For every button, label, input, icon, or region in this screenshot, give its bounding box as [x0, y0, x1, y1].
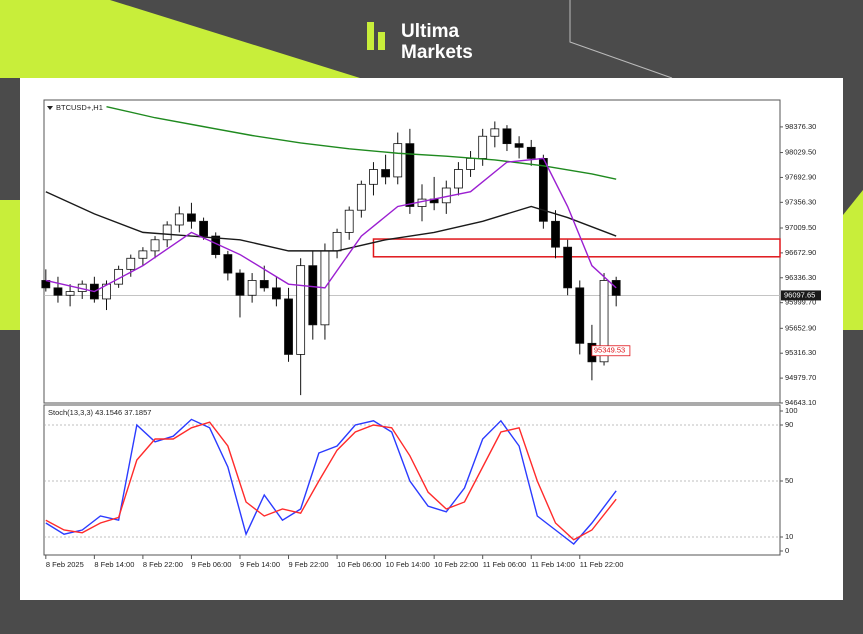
moving-average — [45, 191, 617, 252]
y-tick-label: 95652.90 — [785, 323, 816, 332]
candle-body — [247, 280, 257, 296]
logo-mark — [378, 32, 385, 50]
x-tick-label: 11 Feb 22:00 — [580, 560, 624, 569]
stoch-line — [45, 418, 617, 545]
candle-body — [405, 143, 415, 207]
candle-body — [466, 158, 475, 170]
candle-body — [599, 280, 609, 363]
brand-name: Markets — [401, 42, 473, 63]
candle-body — [259, 280, 269, 289]
stoch-line — [45, 421, 617, 541]
candle-body — [102, 283, 111, 300]
candle-body — [223, 254, 233, 274]
candle-body — [454, 169, 463, 189]
candle-body — [284, 298, 293, 355]
candle-body — [271, 287, 281, 300]
candle-body — [393, 143, 403, 178]
moving-average — [45, 157, 617, 293]
y-tick-label: 90 — [785, 420, 793, 429]
current-price-label: 96097.65 — [784, 290, 815, 299]
stoch-panel — [43, 404, 781, 556]
background-shape — [0, 0, 360, 78]
candle-body — [162, 224, 172, 241]
candle-body — [187, 213, 196, 222]
candle-body — [344, 209, 354, 233]
background-shape — [0, 200, 20, 330]
candle-body — [514, 143, 524, 148]
candle-body — [174, 213, 184, 226]
y-tick-label: 97009.50 — [785, 223, 816, 232]
candle-body — [575, 287, 585, 344]
background-line — [569, 0, 673, 79]
x-tick-label: 8 Feb 2025 — [46, 560, 84, 569]
y-tick-label: 94979.70 — [785, 373, 816, 382]
logo-mark — [367, 22, 374, 50]
y-tick-label: 10 — [785, 532, 793, 541]
background-shape — [843, 190, 863, 330]
low-label-box — [591, 345, 631, 357]
y-tick-label: 96336.30 — [785, 273, 816, 282]
x-tick-label: 8 Feb 14:00 — [94, 560, 134, 569]
candle-body — [53, 287, 63, 296]
menu-arrow — [47, 106, 53, 110]
brand-name: Ultima — [401, 21, 460, 42]
x-tick-label: 9 Feb 22:00 — [289, 560, 329, 569]
y-tick-label: 100 — [785, 406, 798, 415]
candle-body — [332, 231, 342, 252]
indicator-title: Stoch(13,3,3) 43.1546 37.1857 — [48, 408, 151, 417]
chart-title: BTCUSD+,H1 — [56, 103, 103, 112]
candle-body — [526, 146, 536, 159]
candle-body — [65, 291, 75, 296]
x-tick-label: 8 Feb 22:00 — [143, 560, 183, 569]
y-tick-label: 97692.90 — [785, 172, 816, 181]
candle-body — [538, 158, 548, 222]
x-tick-label: 10 Feb 06:00 — [337, 560, 381, 569]
low-label: 95349.53 — [594, 346, 625, 355]
candle-body — [381, 169, 391, 178]
y-tick-label: 96672.90 — [785, 248, 816, 257]
y-tick-label: 98029.50 — [785, 148, 816, 157]
y-tick-label: 0 — [785, 546, 789, 555]
candle-body — [563, 246, 573, 289]
candle-body — [199, 220, 208, 237]
candle-body — [478, 135, 488, 159]
y-tick-label: 50 — [785, 476, 793, 485]
candle-body — [490, 128, 500, 137]
x-tick-label: 10 Feb 22:00 — [434, 560, 478, 569]
candle-body — [296, 265, 306, 355]
x-tick-label: 11 Feb 06:00 — [483, 560, 527, 569]
y-tick-label: 98376.30 — [785, 122, 816, 131]
candle-body — [150, 239, 160, 252]
moving-average — [106, 105, 617, 180]
x-tick-label: 11 Feb 14:00 — [531, 560, 575, 569]
candle-body — [356, 183, 366, 211]
candle-body — [235, 272, 245, 296]
y-tick-label: 95316.30 — [785, 348, 816, 357]
candle-body — [126, 257, 136, 270]
supply-zone — [372, 238, 781, 258]
candle-body — [308, 265, 318, 326]
x-tick-label: 9 Feb 14:00 — [240, 560, 280, 569]
candle-body — [551, 220, 560, 248]
candle-body — [502, 128, 512, 145]
x-tick-label: 9 Feb 06:00 — [191, 560, 231, 569]
candle-body — [138, 250, 148, 259]
candle-body — [611, 280, 621, 296]
current-price-box — [781, 290, 821, 301]
x-tick-label: 10 Feb 14:00 — [386, 560, 430, 569]
y-tick-label: 94643.10 — [785, 398, 816, 407]
candle-body — [369, 169, 378, 185]
y-tick-label: 97356.30 — [785, 197, 816, 206]
y-tick-label: 95999.70 — [785, 298, 816, 307]
